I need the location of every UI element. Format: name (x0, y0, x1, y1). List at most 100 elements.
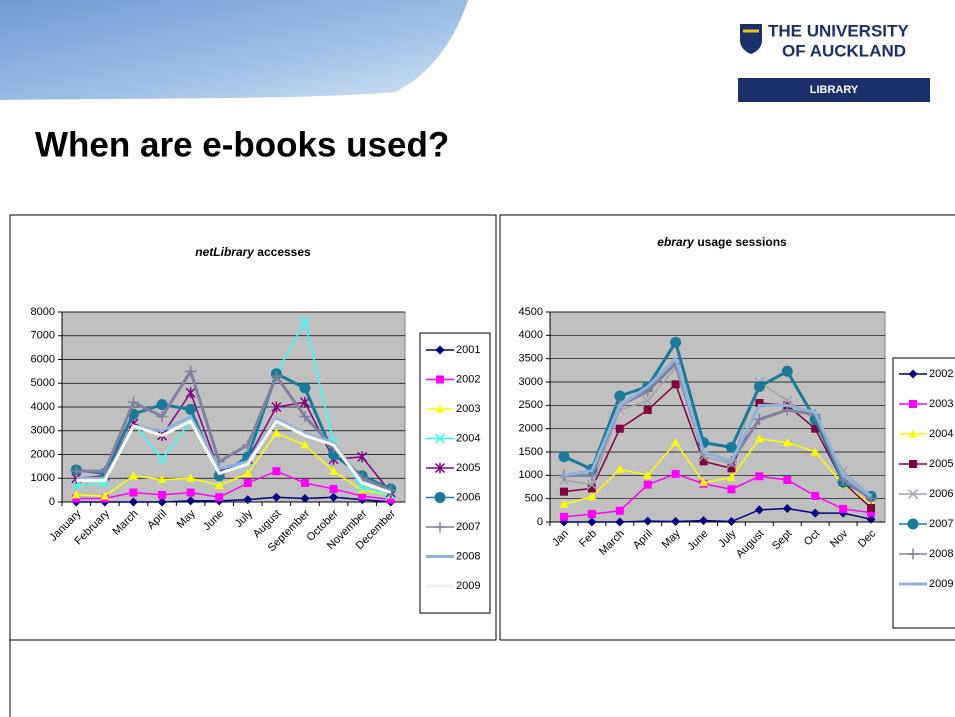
marker (185, 365, 197, 377)
marker (671, 380, 680, 389)
marker (272, 467, 281, 476)
marker (157, 454, 168, 465)
marker (587, 517, 597, 527)
marker (615, 464, 625, 473)
legend-marker (909, 460, 917, 468)
legend-label: 2002 (456, 373, 480, 385)
marker (726, 473, 736, 482)
marker (699, 457, 708, 466)
legend-marker (434, 492, 446, 503)
legend-label: 2004 (456, 432, 480, 444)
marker (754, 505, 764, 515)
marker (299, 316, 310, 327)
legend-marker (434, 433, 446, 444)
legend-marker (435, 404, 445, 413)
marker (726, 517, 736, 527)
y-tick-label: 500 (525, 493, 543, 505)
y-tick-label: 2500 (519, 399, 543, 411)
legend-label: 2007 (929, 518, 953, 530)
legend-marker (434, 462, 446, 474)
marker (670, 336, 682, 348)
marker (300, 493, 310, 503)
marker (867, 504, 876, 512)
marker (386, 495, 395, 504)
marker (243, 479, 252, 487)
marker (725, 441, 737, 453)
marker (358, 492, 367, 501)
marker (753, 381, 765, 393)
marker (727, 485, 736, 494)
y-tick-label: 0 (49, 496, 55, 508)
y-tick-label: 4000 (519, 329, 543, 341)
legend-marker (908, 429, 918, 438)
marker (215, 493, 224, 502)
marker (129, 488, 138, 497)
marker (271, 492, 281, 502)
marker (157, 497, 167, 507)
marker (156, 411, 168, 422)
legend-label: 2004 (929, 428, 953, 440)
marker (727, 464, 736, 473)
logo-text: OF AUCKLAND (782, 41, 906, 60)
marker (329, 466, 339, 475)
legend-label: 2005 (456, 462, 480, 474)
legend-label: 2008 (929, 548, 953, 560)
logo: THE UNIVERSITY OF AUCKLAND LIBRARY (738, 21, 930, 102)
series-line (563, 338, 872, 498)
chart-title-part: accesses (254, 245, 311, 259)
series-line (563, 355, 872, 498)
marker (271, 428, 281, 437)
legend-marker (907, 488, 919, 500)
legend-label: 2006 (929, 488, 953, 500)
y-tick-label: 2000 (31, 448, 55, 460)
marker (699, 516, 709, 526)
marker (71, 490, 81, 499)
y-tick-label: 3000 (519, 376, 543, 388)
marker (643, 470, 653, 479)
logo-text: THE UNIVERSITY (768, 21, 909, 40)
series-line (76, 496, 391, 503)
series-line (76, 432, 391, 497)
legend-marker (908, 369, 918, 379)
marker (214, 480, 224, 489)
series-line (76, 470, 391, 501)
marker (615, 506, 624, 515)
marker (810, 508, 820, 518)
chart-title: ebrary usage sessions (657, 235, 787, 249)
series-line (563, 383, 872, 509)
marker (782, 503, 792, 513)
marker (559, 512, 568, 521)
marker (71, 480, 82, 491)
marker (587, 484, 596, 493)
marker (643, 406, 652, 414)
marker (811, 424, 820, 433)
chart-title: netLibrary accesses (195, 245, 311, 259)
marker (186, 473, 196, 482)
marker (839, 504, 848, 513)
legend-label: 2005 (929, 458, 953, 470)
marker (754, 434, 764, 443)
marker (158, 490, 167, 499)
marker (642, 395, 653, 406)
marker (643, 516, 653, 526)
marker (329, 492, 339, 502)
marker (242, 439, 254, 451)
marker (127, 396, 139, 408)
marker (329, 484, 338, 493)
y-tick-label: 0 (537, 516, 543, 528)
marker (671, 469, 680, 478)
marker (70, 465, 82, 477)
y-tick-label: 1000 (31, 472, 55, 484)
marker (185, 403, 197, 415)
marker (615, 517, 625, 527)
marker (100, 491, 110, 500)
slide-title: When are e-books used? (35, 125, 449, 164)
marker (128, 471, 138, 480)
y-tick-label: 1500 (519, 446, 543, 458)
legend-label: 2002 (929, 368, 953, 380)
legend-marker (435, 345, 445, 355)
marker (643, 480, 652, 489)
marker (243, 469, 253, 477)
marker (810, 447, 820, 456)
legend-marker (907, 548, 919, 560)
